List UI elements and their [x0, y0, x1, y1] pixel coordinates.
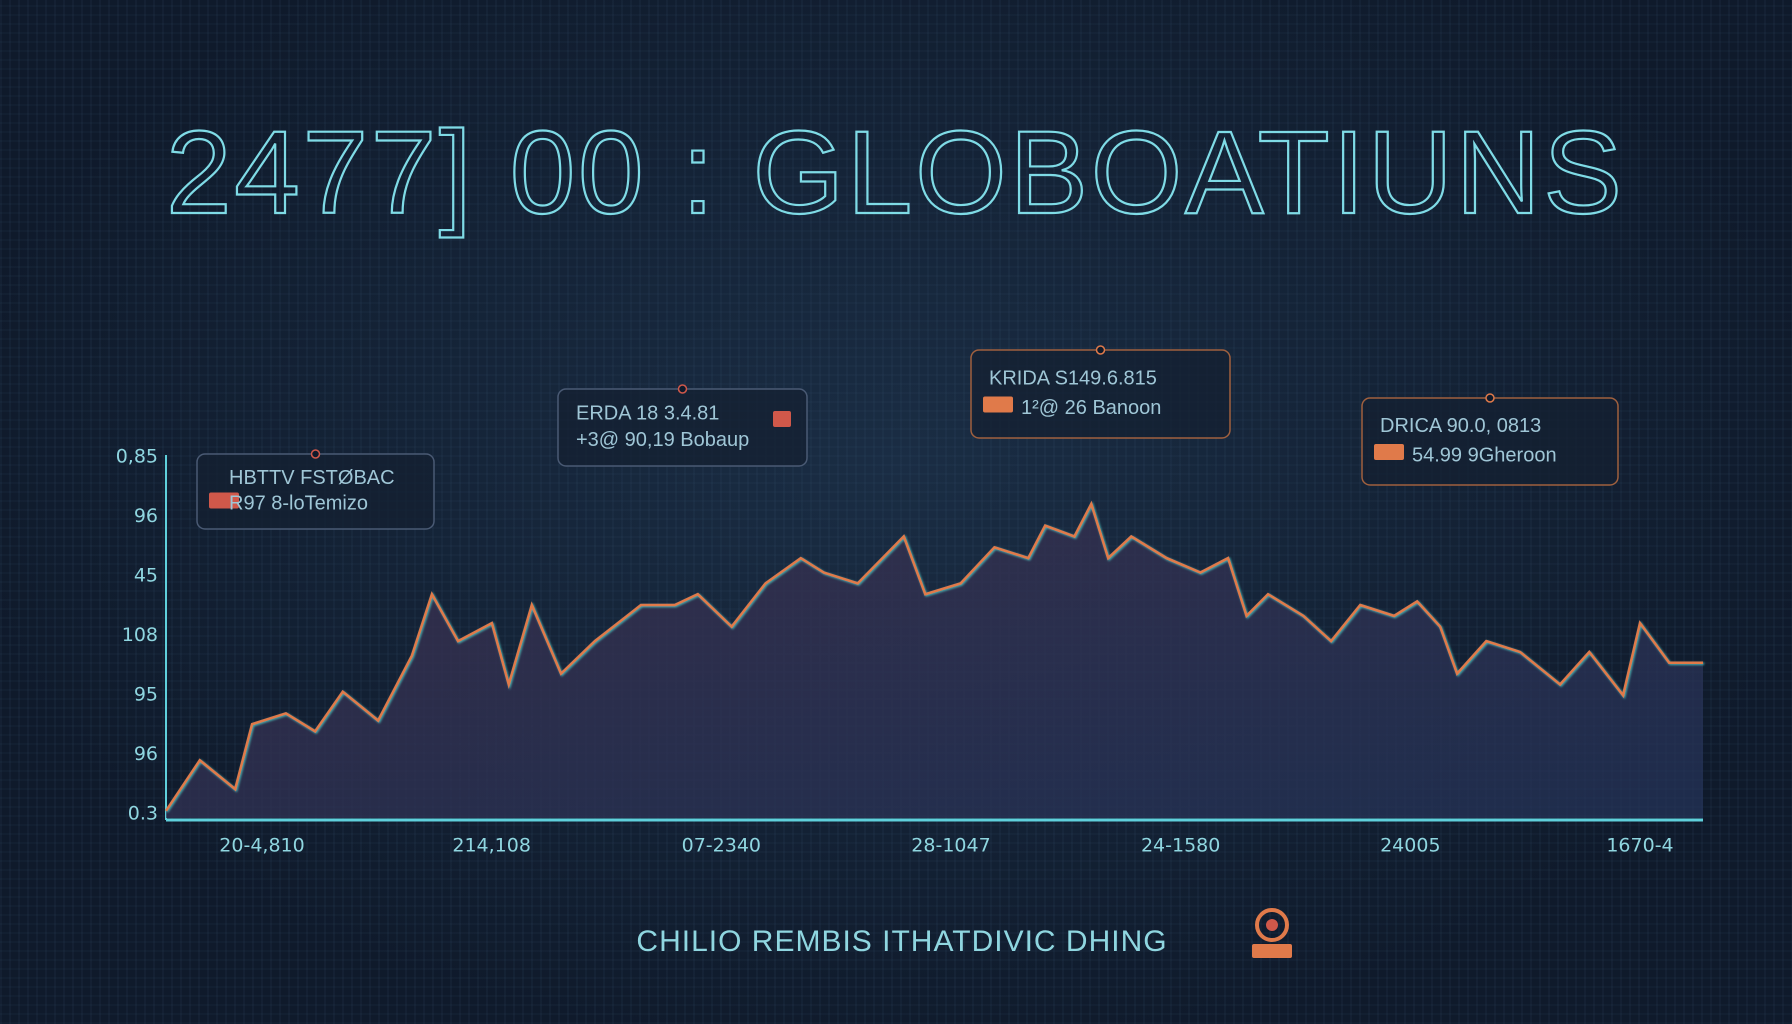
y-tick-label: 45 — [134, 565, 158, 587]
chart-title: 2477] 00 : GLOBOATIUNS — [166, 107, 1626, 239]
annotation-pin — [677, 384, 688, 394]
area — [166, 503, 1703, 818]
annotation: HBTTV FSTØBAC R97 8-loTemizo — [196, 449, 435, 530]
annotation-text: DRICA 90.0, 0813 — [1380, 415, 1541, 437]
annotation-icon — [1374, 443, 1404, 460]
annotation-text: 1²@ 26 Banoon — [1021, 397, 1161, 419]
annotation-pin — [310, 449, 321, 459]
x-tick-label: 24005 — [1380, 835, 1440, 857]
annotation: KRIDA S149.6.815 1²@ 26 Banoon — [970, 345, 1231, 439]
x-tick-label: 07-2340 — [682, 835, 761, 857]
x-tick-label: 24-1580 — [1141, 835, 1220, 857]
footer-icon — [1252, 908, 1292, 958]
annotation-icon — [209, 492, 239, 509]
y-tick-label: 108 — [122, 624, 158, 646]
y-tick-label: 0,85 — [116, 446, 158, 468]
line — [164, 500, 1703, 812]
x-tick-label: 214,108 — [452, 835, 531, 857]
annotation-box — [1361, 397, 1619, 486]
annotation: ERDA 18 3.4.81 +3@ 90,19 Bobaup — [557, 384, 808, 467]
y-tick-label: 0.3 — [128, 803, 158, 825]
y-tick-label: 96 — [134, 743, 158, 765]
x-tick-label: 20-4,810 — [219, 835, 304, 857]
annotation-box — [196, 453, 435, 530]
annotation-icon — [983, 396, 1013, 413]
annotation-text: 54.99 9Gheroon — [1412, 445, 1557, 467]
annotation-text: +3@ 90,19 Bobaup — [576, 429, 749, 451]
x-tick-label: 1670-4 — [1606, 835, 1673, 857]
annotation: DRICA 90.0, 0813 54.99 9Gheroon — [1361, 393, 1619, 486]
annotation-text: HBTTV FSTØBAC — [229, 467, 395, 489]
annotation-text: R97 8-loTemizo — [229, 493, 368, 515]
annotation-box — [557, 388, 808, 467]
x-tick-label: 28-1047 — [911, 835, 990, 857]
annotation-box — [970, 349, 1231, 439]
annotation-pin — [1095, 345, 1106, 355]
annotation-text: ERDA 18 3.4.81 — [576, 403, 719, 425]
footer: CHILIO REMBIS ITHATDIVIC DHING — [636, 925, 1167, 958]
annotation-pin — [1485, 393, 1495, 403]
y-tick-label: 96 — [134, 505, 158, 527]
annotation-text: KRIDA S149.6.815 — [989, 367, 1157, 389]
annotation-icon — [773, 411, 791, 427]
y-tick-label: 95 — [134, 684, 158, 706]
